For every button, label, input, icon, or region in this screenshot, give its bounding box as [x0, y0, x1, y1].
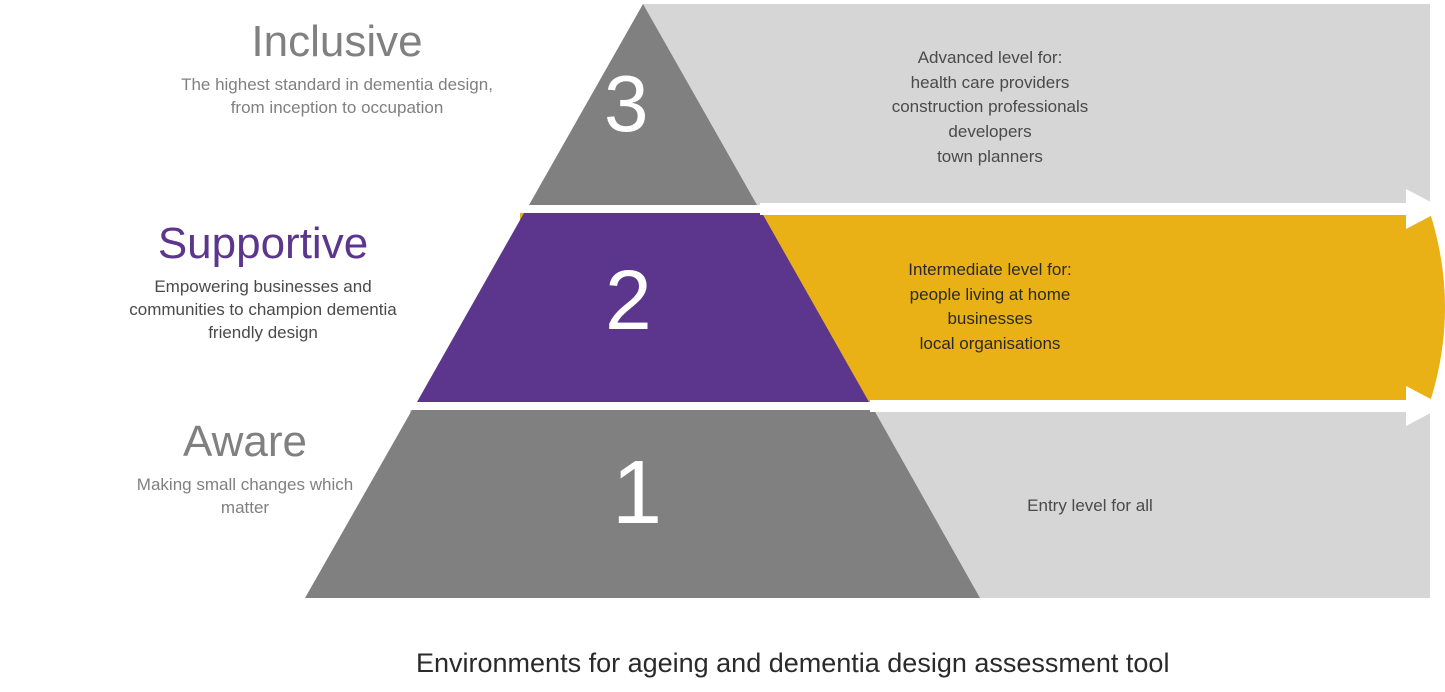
band-tier2-curve — [1430, 213, 1445, 402]
label-left-tier3: Inclusive The highest standard in dement… — [172, 18, 502, 120]
tier1-desc: Making small changes which matter — [115, 474, 375, 520]
tier1-title: Aware — [115, 418, 375, 466]
label-left-tier1: Aware Making small changes which matter — [115, 418, 375, 520]
label-right-tier1: Entry level for all — [990, 494, 1190, 519]
pyramid-number-1: 1 — [612, 448, 662, 538]
tier3-desc: The highest standard in dementia design,… — [172, 74, 502, 120]
tier2-desc: Empowering businesses and communities to… — [108, 276, 418, 345]
tier3-title: Inclusive — [172, 18, 502, 66]
label-right-tier2: Intermediate level for:people living at … — [850, 258, 1130, 357]
pyramid-number-2: 2 — [605, 258, 652, 342]
tier2-title: Supportive — [108, 220, 418, 268]
label-right-tier3: Advanced level for:health care providers… — [850, 46, 1130, 169]
pyramid-number-3: 3 — [604, 64, 649, 144]
label-left-tier2: Supportive Empowering businesses and com… — [108, 220, 418, 345]
caption: Environments for ageing and dementia des… — [416, 648, 1169, 679]
infographic-container: 3 2 1 Inclusive The highest standard in … — [0, 0, 1445, 692]
